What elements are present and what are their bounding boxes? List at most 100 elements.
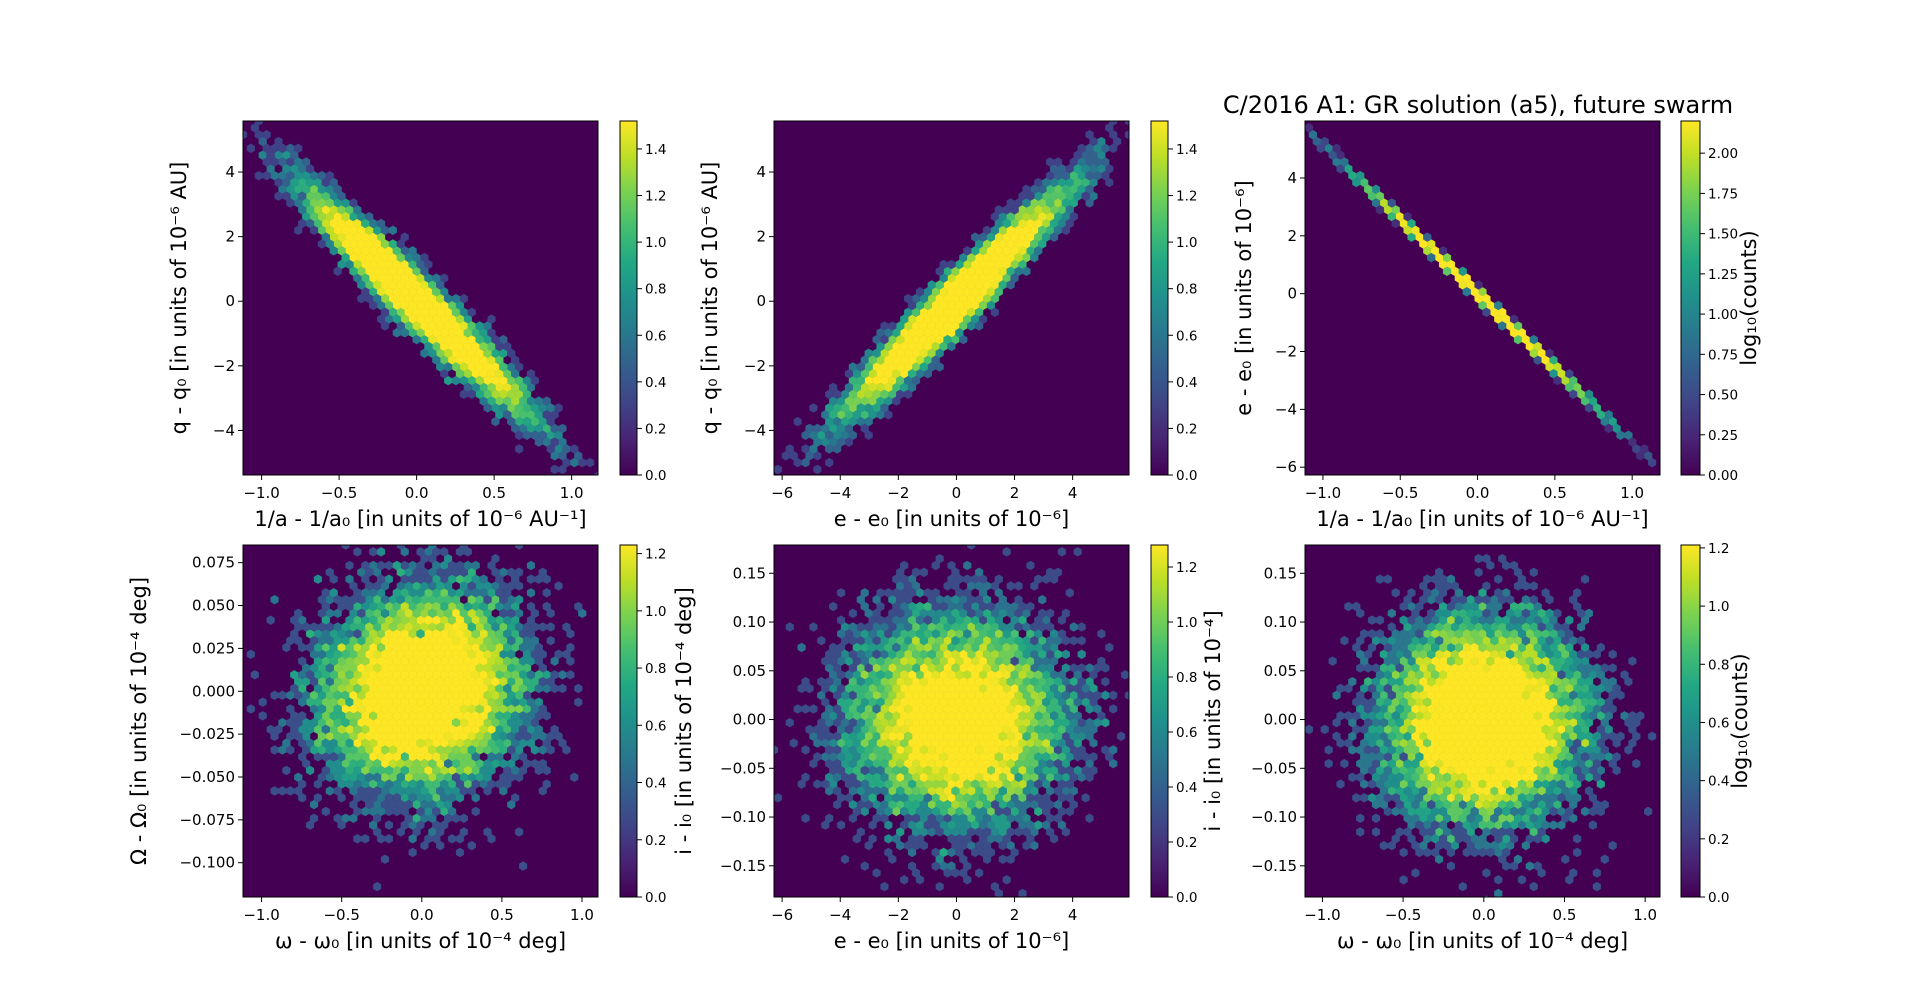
hexbin-cell [1018,752,1027,762]
y-tick-label: 0 [756,292,766,310]
hexbin-cell [534,574,543,584]
hexbin-cell [1565,711,1574,721]
hexbin-cell [392,314,401,324]
hexbin-cell [868,820,877,830]
hexbin-cell [499,362,508,372]
hexbin-cell [1600,799,1609,810]
hexbin-cell [337,191,346,201]
hexbin-cell [1011,534,1019,543]
hexbin-cell [900,574,909,584]
hexbin-cell [1061,608,1070,619]
hexbin-cell [1002,601,1011,612]
x-tick-label: −0.5 [323,906,359,924]
hexbin-cell [416,547,425,557]
y-tick-label: 2 [756,228,766,246]
hexbin-cell [1517,724,1527,735]
hexbin-cell [900,875,909,885]
hexbin-cell [880,622,889,632]
hexbin-cell [833,444,842,454]
hexbin-cell [1038,594,1047,605]
hexbin-cell [369,259,378,270]
hexbin-cell [1109,745,1118,755]
hexbin-cell [935,348,944,359]
hexbin-cell [994,752,1003,762]
hexbin-cell [491,731,500,742]
y-tick-label: 0.075 [192,554,235,572]
colorbar-tick-label: 0.0 [1708,890,1729,906]
hexbin-cell [975,635,984,646]
x-tick-label: 0.0 [405,484,429,502]
hexbin-cell [1030,581,1039,591]
colorbar-gradient [1150,544,1169,898]
hexbin-cell [1588,820,1598,830]
hexbin-cell [518,642,528,653]
y-tick-label: 0 [225,292,235,310]
hexbin-cell [813,752,822,762]
hexbin-cell [329,711,338,721]
colorbar-tick-label: 0.0 [1176,890,1197,906]
hexbin-cell [1517,629,1527,639]
hexbin-cell [939,711,948,721]
hexbin-cell [1569,799,1578,810]
hexbin-panel-4: −1.0 −0.5 0.0 0.5 1.0−0.100−0.075−0.050−0.02… [127,544,666,953]
hexbin-cell [1471,534,1479,543]
hexbin-cell [1648,731,1657,742]
hexbin-cell [1486,847,1495,858]
hexbin-cell [1018,724,1027,735]
hexbin-cell [1509,314,1519,324]
hexbin-cell [1438,683,1448,694]
hexbin-cell [298,779,307,789]
hexbin-cell [860,423,869,434]
colorbar-tick-label: 0.4 [1708,774,1729,790]
hexbin-cell [1316,143,1325,154]
hexbin-cell [1596,752,1605,762]
hexbin-cell [1561,813,1570,824]
hexbin-cell [243,129,248,140]
hexbin-cell [329,752,338,762]
hexbin-cell [1109,704,1118,714]
hexbin-cell [270,594,279,605]
hexbin-cell [833,690,842,701]
y-tick-label: −6 [1275,458,1297,476]
hexbin-cell [444,758,453,769]
colorbar-tick-label: 0.8 [645,661,666,677]
hexbin-cell [400,601,409,612]
hexbin-cell [1336,683,1345,694]
hexbin-cell [880,772,889,783]
hexbin-cell [1509,328,1519,338]
hexbin-cell [848,608,857,619]
hexbin-cell [1435,854,1444,864]
hexbin-cell [282,738,291,748]
hexbin-cell [1458,704,1467,714]
hexbin-cell [758,492,766,501]
hexbin-cell [1117,731,1126,742]
x-tick-label: −1.0 [1305,484,1341,502]
hexbin-cell [412,594,421,605]
hexbin-cell [951,594,960,605]
hexbin-cell [1034,246,1043,256]
hexbin-cell [432,273,441,283]
hexbin-cell [384,779,394,789]
hexbin-cell [1498,553,1507,564]
hexbin-cell [1411,608,1420,619]
hexbin-cell [365,717,374,728]
y-tick-label: −0.100 [179,854,235,872]
hexbin-cell [1664,472,1672,481]
hexbin-cell [1632,758,1641,769]
hexbin-cell [785,717,794,728]
hexbin-cell [479,738,488,748]
hexbin-cell [424,574,433,584]
hexbin-cell [1529,567,1538,578]
hexbin-cell [526,588,536,598]
colorbar-tick-label: 0.25 [1708,428,1738,444]
hexbin-cell [1498,594,1507,605]
hexbin-cell [1470,765,1479,776]
hexbin-cell [1431,642,1440,653]
hexbin-cell [483,772,492,783]
hexbin-cell [1034,656,1043,666]
hexbin-cell [1026,191,1035,201]
hexbin-cell [546,731,555,742]
hexbin-cell [880,758,889,769]
hexbin-cell [1407,834,1416,844]
